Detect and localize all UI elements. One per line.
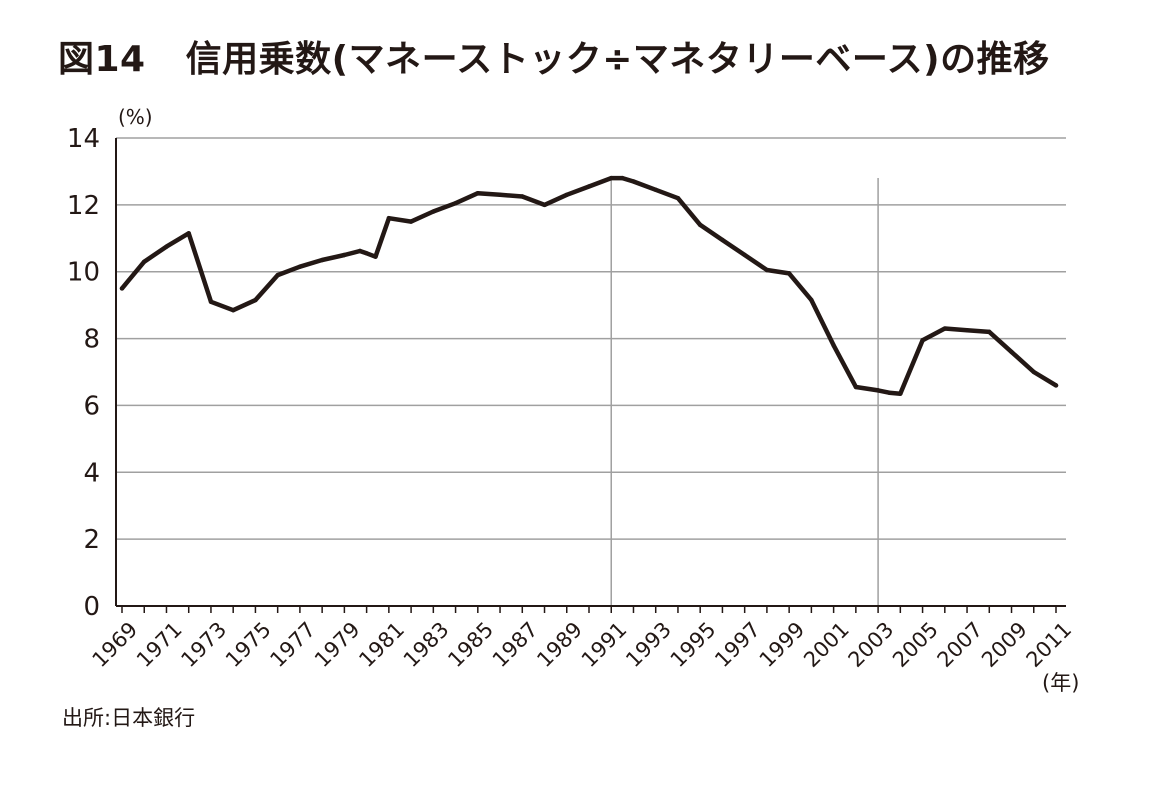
data-point bbox=[786, 271, 792, 276]
x-tick-label: 2001 bbox=[799, 617, 854, 672]
data-point bbox=[497, 192, 503, 198]
x-tick-label: 1999 bbox=[755, 617, 810, 672]
data-point bbox=[675, 195, 681, 201]
data-point bbox=[431, 209, 436, 214]
x-tick-label: 1991 bbox=[577, 617, 632, 672]
data-point bbox=[875, 388, 881, 393]
x-tick-label: 1977 bbox=[265, 617, 320, 672]
x-tick-label: 1971 bbox=[132, 617, 187, 672]
y-tick-labels: 0 2 4 6 8 10 12 14 bbox=[67, 124, 100, 622]
data-point bbox=[887, 390, 892, 395]
x-tick-label: 1973 bbox=[176, 617, 231, 672]
x-tick-label: 1969 bbox=[88, 617, 143, 672]
y-tick-label: 2 bbox=[83, 525, 100, 555]
data-point bbox=[164, 244, 169, 249]
x-tick-label: 2007 bbox=[933, 617, 988, 672]
data-point bbox=[898, 391, 903, 396]
data-point bbox=[964, 328, 970, 333]
data-point bbox=[253, 297, 258, 303]
figure-number: 図14 bbox=[58, 39, 146, 80]
x-tick-label: 1989 bbox=[532, 617, 587, 672]
data-point bbox=[297, 264, 303, 269]
chart-title: 図14 信用乗数(マネーストック÷マネタリーベース)の推移 bbox=[58, 30, 1050, 82]
data-point bbox=[853, 384, 859, 390]
y-tick-label: 12 bbox=[67, 191, 100, 221]
data-point bbox=[920, 338, 925, 343]
data-point bbox=[275, 272, 280, 278]
data-point bbox=[764, 267, 770, 273]
data-point bbox=[319, 257, 325, 263]
x-tick-labels: 1969197119731975197719791981198319851987… bbox=[88, 617, 1077, 672]
data-point bbox=[357, 248, 363, 254]
data-point bbox=[342, 252, 347, 258]
data-point bbox=[653, 187, 658, 193]
data-point bbox=[542, 202, 547, 208]
x-tick-label: 1983 bbox=[399, 617, 454, 672]
data-point bbox=[373, 254, 378, 259]
data-point bbox=[364, 251, 369, 256]
gridlines bbox=[116, 137, 1066, 540]
data-point bbox=[1053, 383, 1059, 388]
data-point bbox=[987, 329, 992, 335]
y-tick-label: 8 bbox=[83, 325, 100, 355]
data-point bbox=[230, 307, 236, 313]
series bbox=[119, 175, 1059, 396]
y-tick-label: 10 bbox=[67, 258, 100, 288]
data-point bbox=[119, 286, 125, 291]
y-tick-label: 6 bbox=[83, 391, 100, 421]
y-tick-label: 4 bbox=[83, 458, 100, 488]
x-axis-unit-label: (年) bbox=[1042, 671, 1079, 695]
data-point bbox=[831, 343, 836, 348]
x-tick-label: 2003 bbox=[844, 617, 899, 672]
data-point bbox=[609, 175, 614, 181]
data-point bbox=[453, 200, 458, 206]
data-point bbox=[720, 237, 725, 243]
data-point bbox=[620, 175, 625, 181]
data-point bbox=[586, 184, 592, 189]
chart-title-text: 信用乗数(マネーストック÷マネタリーベース)の推移 bbox=[185, 39, 1050, 80]
data-point bbox=[942, 326, 948, 331]
x-tick-label: 1997 bbox=[710, 617, 765, 672]
data-point bbox=[408, 219, 414, 224]
data-point bbox=[142, 259, 147, 264]
x-tick-label: 1987 bbox=[488, 617, 543, 672]
axes bbox=[115, 138, 1066, 613]
data-point bbox=[564, 192, 569, 198]
data-point bbox=[742, 252, 747, 258]
data-point bbox=[208, 299, 214, 304]
data-point bbox=[1031, 369, 1036, 375]
x-tick-label: 1981 bbox=[354, 617, 409, 672]
reference-lines bbox=[610, 178, 879, 606]
data-point bbox=[809, 297, 814, 303]
y-tick-label: 14 bbox=[67, 124, 100, 154]
x-tick-label: 2009 bbox=[977, 617, 1032, 672]
x-tick-label: 2005 bbox=[888, 617, 943, 672]
series-line-0 bbox=[119, 175, 1059, 396]
x-tick-label: 1985 bbox=[443, 617, 498, 672]
x-tick-label: 1979 bbox=[310, 617, 365, 672]
y-tick-label: 0 bbox=[83, 592, 100, 622]
x-tick-label: 1995 bbox=[666, 617, 721, 672]
data-point bbox=[386, 216, 392, 221]
data-point bbox=[1009, 349, 1014, 355]
source-note: 出所:日本銀行 bbox=[62, 706, 196, 730]
data-point bbox=[631, 179, 636, 184]
data-point bbox=[697, 222, 703, 228]
x-tick-label: 1993 bbox=[621, 617, 676, 672]
data-point bbox=[186, 231, 191, 236]
x-tick-label: 1975 bbox=[221, 617, 276, 672]
y-axis-unit-label: (%) bbox=[118, 105, 153, 129]
data-point bbox=[475, 190, 481, 196]
data-point bbox=[520, 194, 525, 199]
x-tick-label: 2011 bbox=[1022, 617, 1077, 672]
